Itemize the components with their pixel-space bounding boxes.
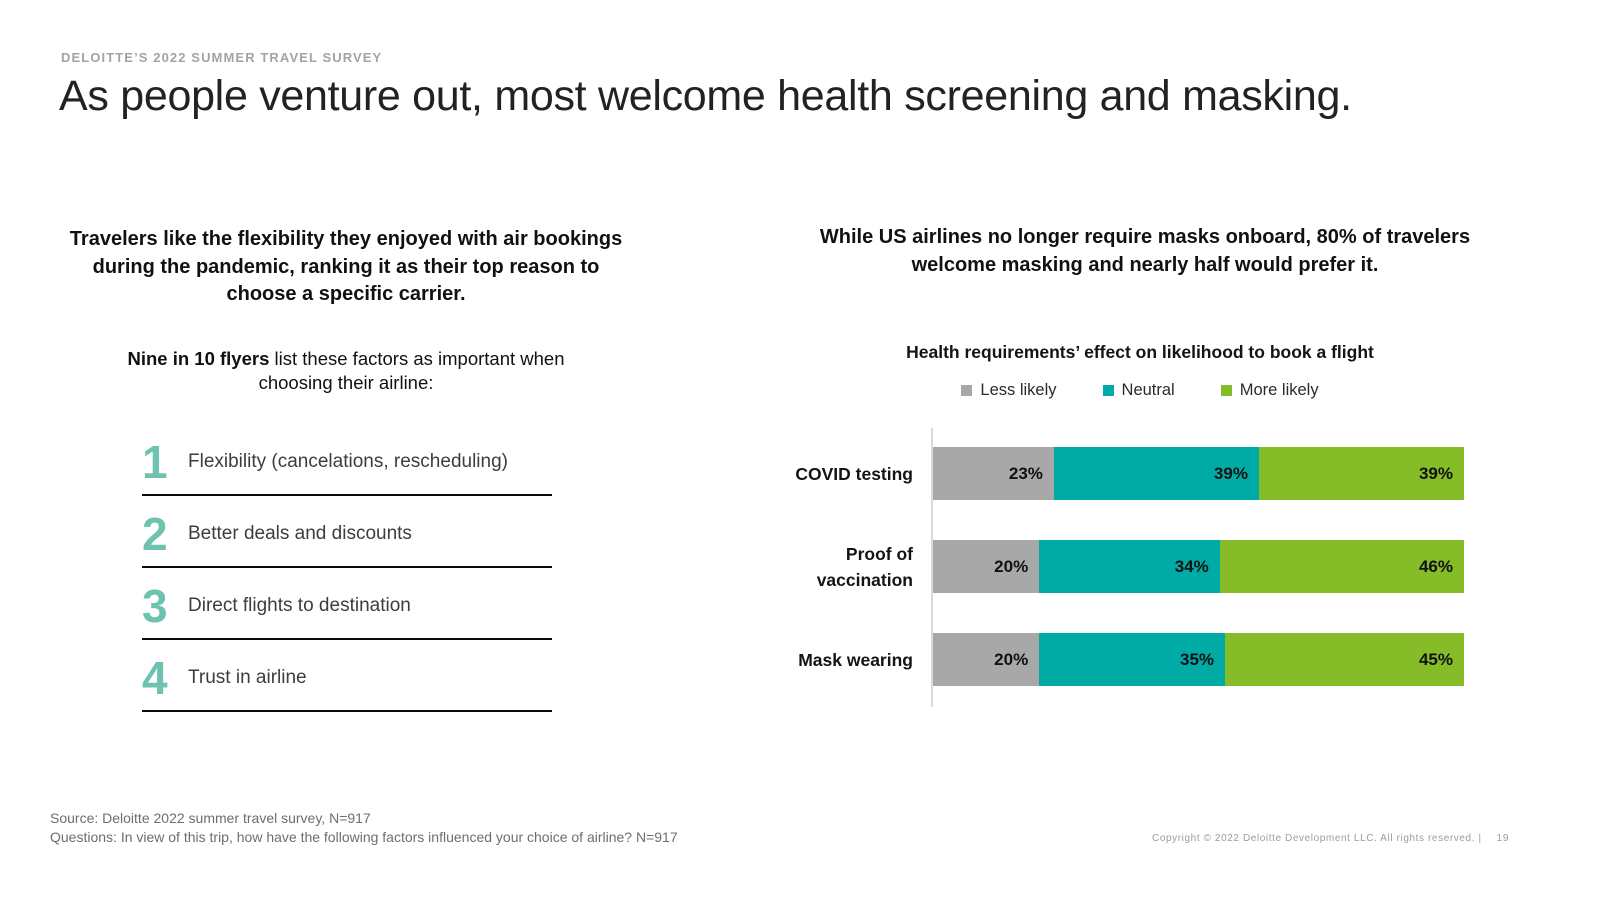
right-intro-text: While US airlines no longer require mask… bbox=[819, 226, 1471, 276]
list-item: 4 Trust in airline bbox=[142, 654, 552, 712]
chart-row: Mask wearing 20% 35% 45% bbox=[790, 633, 1464, 686]
page-number: 19 bbox=[1496, 833, 1509, 844]
legend-label: Less likely bbox=[980, 381, 1057, 399]
chart-category-label: Mask wearing bbox=[798, 649, 913, 670]
chart-category-label: COVID testing bbox=[795, 463, 913, 484]
chart-bar-segment: 23% bbox=[933, 447, 1054, 500]
footer-copyright: Copyright © 2022 Deloitte Development LL… bbox=[1152, 833, 1509, 844]
chart-bar-stack: 23% 39% 39% bbox=[933, 447, 1464, 500]
list-item-number: 3 bbox=[142, 580, 168, 632]
eyebrow-label: DELOITTE’S 2022 SUMMER TRAVEL SURVEY bbox=[61, 50, 383, 65]
factor-list: 1 Flexibility (cancelations, reschedulin… bbox=[142, 438, 552, 726]
chart-category-label: Proof of vaccination bbox=[816, 543, 913, 590]
left-subheading-rest: list these factors as important when cho… bbox=[258, 348, 565, 393]
chart-value-label: 20% bbox=[994, 649, 1029, 669]
list-item: 3 Direct flights to destination bbox=[142, 582, 552, 640]
chart-rows: COVID testing 23% 39% 39% Proof of vaccinati… bbox=[790, 447, 1464, 686]
chart-bar-segment: 20% bbox=[933, 540, 1040, 593]
footer-source: Source: Deloitte 2022 summer travel surv… bbox=[50, 809, 678, 846]
chart-title: Health requirements’ effect on likelihoo… bbox=[906, 342, 1374, 362]
legend-item: Less likely bbox=[961, 381, 1057, 400]
list-item-label: Better deals and discounts bbox=[188, 523, 412, 544]
chart-row: Proof of vaccination 20% 34% 46% bbox=[790, 540, 1464, 593]
list-item-number: 2 bbox=[142, 508, 168, 560]
chart-row: COVID testing 23% 39% 39% bbox=[790, 447, 1464, 500]
chart-legend: Less likely Neutral More likely bbox=[790, 381, 1490, 400]
chart-bar-segment: 20% bbox=[933, 633, 1040, 686]
chart-bar-segment: 39% bbox=[1258, 447, 1464, 500]
chart-value-label: 34% bbox=[1174, 556, 1209, 576]
chart-value-label: 45% bbox=[1418, 649, 1453, 669]
chart-value-label: 35% bbox=[1180, 649, 1215, 669]
stacked-bar-chart: COVID testing 23% 39% 39% Proof of vaccinati… bbox=[790, 428, 1464, 707]
list-item: 1 Flexibility (cancelations, reschedulin… bbox=[142, 438, 552, 496]
chart-bar-segment: 45% bbox=[1225, 633, 1464, 686]
legend-swatch-icon bbox=[1220, 385, 1232, 396]
list-item: 2 Better deals and discounts bbox=[142, 510, 552, 568]
chart-value-label: 39% bbox=[1418, 463, 1453, 483]
legend-label: More likely bbox=[1239, 381, 1319, 399]
left-subheading: Nine in 10 flyers list these factors as … bbox=[105, 347, 587, 395]
chart-bar-segment: 46% bbox=[1219, 540, 1464, 593]
legend-swatch-icon bbox=[961, 385, 973, 396]
list-item-label: Direct flights to destination bbox=[188, 595, 411, 616]
legend-item: More likely bbox=[1220, 381, 1319, 400]
legend-label: Neutral bbox=[1121, 381, 1175, 399]
left-intro-text: Travelers like the flexibility they enjo… bbox=[69, 228, 623, 305]
chart-value-label: 39% bbox=[1213, 463, 1248, 483]
chart-value-label: 20% bbox=[994, 556, 1029, 576]
page-title: As people venture out, most welcome heal… bbox=[59, 72, 1352, 120]
copyright-text: Copyright © 2022 Deloitte Development LL… bbox=[1152, 833, 1482, 844]
chart-bar-segment: 39% bbox=[1053, 447, 1259, 500]
chart-bar-segment: 34% bbox=[1039, 540, 1220, 593]
left-subheading-bold: Nine in 10 flyers bbox=[127, 348, 270, 369]
list-item-label: Trust in airline bbox=[188, 667, 307, 688]
chart-value-label: 46% bbox=[1418, 556, 1453, 576]
legend-item: Neutral bbox=[1102, 381, 1175, 400]
list-item-label: Flexibility (cancelations, rescheduling) bbox=[188, 451, 508, 472]
chart-axis-line bbox=[931, 428, 933, 707]
chart-bar-stack: 20% 35% 45% bbox=[933, 633, 1464, 686]
chart-bar-stack: 20% 34% 46% bbox=[933, 540, 1464, 593]
legend-swatch-icon bbox=[1102, 385, 1114, 396]
list-item-number: 1 bbox=[142, 436, 168, 488]
chart-bar-segment: 35% bbox=[1039, 633, 1226, 686]
source-line: Source: Deloitte 2022 summer travel surv… bbox=[50, 810, 371, 826]
questions-line: Questions: In view of this trip, how hav… bbox=[50, 828, 678, 845]
list-item-number: 4 bbox=[142, 652, 168, 704]
chart-value-label: 23% bbox=[1008, 463, 1043, 483]
